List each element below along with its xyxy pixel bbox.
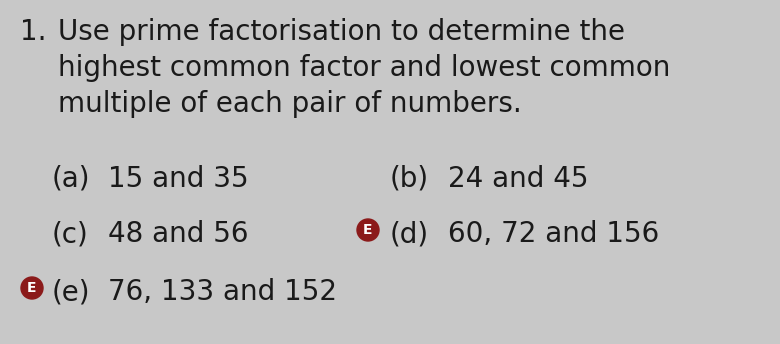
- Text: (c): (c): [52, 220, 89, 248]
- Text: Use prime factorisation to determine the: Use prime factorisation to determine the: [58, 18, 625, 46]
- Text: (e): (e): [52, 278, 90, 306]
- Text: (d): (d): [390, 220, 429, 248]
- Text: highest common factor and lowest common: highest common factor and lowest common: [58, 54, 670, 82]
- Text: 1.: 1.: [20, 18, 47, 46]
- Text: multiple of each pair of numbers.: multiple of each pair of numbers.: [58, 90, 522, 118]
- Text: E: E: [363, 223, 373, 237]
- Text: 24 and 45: 24 and 45: [448, 165, 588, 193]
- Text: 60, 72 and 156: 60, 72 and 156: [448, 220, 659, 248]
- Text: E: E: [27, 281, 37, 295]
- Text: (a): (a): [52, 165, 90, 193]
- Text: 48 and 56: 48 and 56: [108, 220, 249, 248]
- Circle shape: [21, 277, 43, 299]
- Text: (b): (b): [390, 165, 429, 193]
- Text: 76, 133 and 152: 76, 133 and 152: [108, 278, 337, 306]
- Text: 15 and 35: 15 and 35: [108, 165, 249, 193]
- Circle shape: [357, 219, 379, 241]
